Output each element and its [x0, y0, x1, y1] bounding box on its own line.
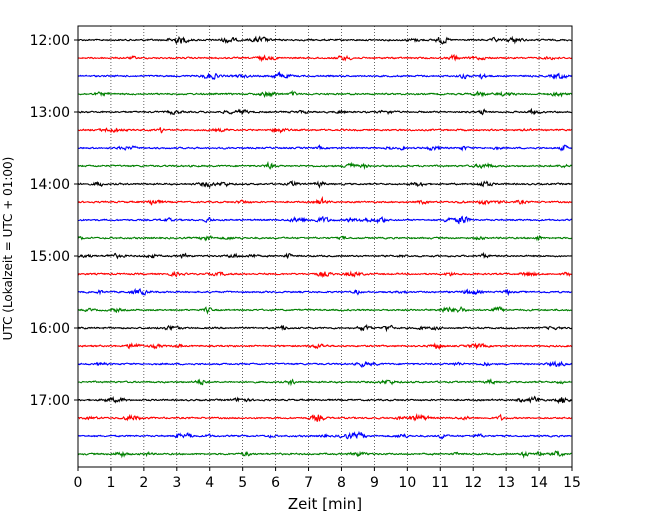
trace-line — [77, 412, 573, 422]
y-tick-label: 17:00 — [30, 393, 70, 409]
y-tick-label: 12:00 — [30, 33, 70, 49]
x-tick-label: 2 — [139, 475, 148, 491]
trace-line — [77, 251, 572, 260]
x-tick-label: 13 — [497, 475, 515, 491]
trace-line — [77, 179, 573, 189]
x-tick-label: 9 — [370, 475, 379, 491]
x-axis: 0 1 2 3 4 5 6 7 8 9 10 11 12 13 14 15 — [74, 467, 581, 491]
x-tick-label: 11 — [431, 475, 449, 491]
trace-line — [77, 127, 573, 134]
trace-line — [77, 89, 573, 98]
trace-line — [77, 342, 573, 350]
seismic-traces — [77, 35, 573, 459]
trace-line — [77, 270, 573, 279]
x-tick-label: 7 — [304, 475, 313, 491]
trace-line — [77, 53, 573, 63]
trace-line — [77, 144, 573, 152]
trace-line — [77, 70, 573, 81]
x-tick-label: 14 — [530, 475, 548, 491]
x-tick-label: 3 — [172, 475, 181, 491]
y-tick-label: 15:00 — [30, 249, 70, 265]
y-axis-label: UTC (Lokalzeit = UTC + 01:00) — [1, 157, 15, 341]
x-tick-label: 10 — [398, 475, 416, 491]
plot-frame — [77, 25, 573, 468]
x-tick-label: 8 — [337, 475, 346, 491]
x-tick-label: 4 — [205, 475, 214, 491]
trace-line — [77, 215, 573, 225]
trace-line — [77, 287, 573, 297]
x-axis-label: Zeit [min] — [288, 495, 362, 513]
y-tick-label: 14:00 — [30, 177, 70, 193]
trace-line — [77, 430, 573, 440]
x-tick-label: 5 — [238, 475, 247, 491]
trace-line — [77, 450, 573, 459]
trace-line — [77, 160, 573, 170]
x-tick-label: 15 — [563, 475, 581, 491]
y-tick-label: 13:00 — [30, 105, 70, 121]
x-tick-label: 6 — [271, 475, 280, 491]
y-tick-label: 16:00 — [30, 321, 70, 337]
trace-line — [78, 323, 573, 333]
trace-line — [77, 107, 573, 116]
x-tick-label: 0 — [74, 475, 83, 491]
trace-line — [77, 234, 573, 242]
trace-line — [77, 360, 573, 369]
trace-line — [77, 378, 573, 387]
trace-line — [77, 305, 572, 315]
trace-line — [77, 195, 573, 206]
y-axis: 12:00 13:00 14:00 15:00 16:00 17:00 — [30, 33, 78, 409]
trace-line — [77, 395, 573, 405]
x-tick-label: 12 — [464, 475, 482, 491]
trace-line — [78, 35, 573, 45]
x-tick-label: 1 — [106, 475, 115, 491]
